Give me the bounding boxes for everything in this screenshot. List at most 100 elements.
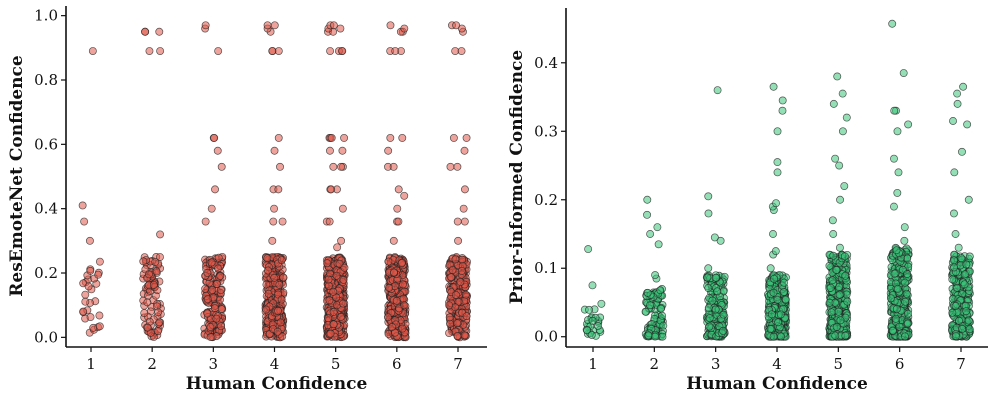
resemotenet-point — [326, 329, 335, 338]
resemotenet-point — [217, 305, 226, 313]
prior-informed-point — [958, 325, 967, 333]
resemotenet-point — [393, 204, 402, 213]
prior-informed-point — [951, 332, 960, 341]
prior-informed-point — [646, 301, 655, 310]
resemotenet-point — [452, 291, 460, 299]
resemotenet-point — [445, 301, 454, 310]
prior-informed-point — [904, 120, 913, 129]
prior-informed-point — [826, 283, 835, 292]
resemotenet-point — [86, 266, 95, 275]
resemotenet-point — [338, 146, 347, 155]
prior-informed-point — [776, 310, 785, 319]
prior-informed-y-tick-label: 0.1 — [534, 259, 558, 277]
prior-informed-point — [833, 72, 842, 81]
prior-informed-x-tick-label: 1 — [588, 355, 598, 373]
prior-informed-point — [888, 19, 897, 28]
resemotenet-point — [394, 185, 403, 194]
resemotenet-point — [154, 327, 163, 336]
resemotenet-point — [386, 21, 395, 30]
prior-informed-point — [843, 297, 852, 306]
resemotenet-point — [268, 236, 277, 245]
prior-informed-points — [580, 19, 974, 341]
resemotenet-point — [456, 278, 465, 286]
resemotenet-point — [278, 217, 287, 226]
prior-informed-point — [704, 192, 713, 201]
prior-informed-point — [646, 230, 655, 238]
resemotenet-point — [78, 201, 87, 210]
prior-informed-point — [827, 308, 836, 317]
resemotenet-point — [384, 257, 393, 266]
resemotenet-point — [95, 311, 104, 320]
prior-informed-point — [828, 216, 837, 225]
resemotenet-point — [338, 204, 347, 213]
resemotenet-point — [88, 47, 97, 55]
prior-informed-point — [889, 202, 898, 211]
resemotenet-x-tick-label: 3 — [209, 355, 219, 373]
prior-informed-point — [644, 331, 653, 340]
resemotenet-point — [460, 146, 469, 155]
resemotenet-point — [389, 268, 398, 277]
prior-informed-point — [949, 117, 957, 125]
prior-informed-point — [769, 230, 777, 238]
resemotenet-point — [397, 259, 406, 268]
prior-informed-point — [901, 332, 909, 341]
prior-informed-point — [771, 247, 780, 256]
resemotenet-y-tick-label: 0.4 — [34, 200, 58, 218]
prior-informed-point — [773, 295, 782, 304]
resemotenet-x-tick-label: 7 — [453, 355, 463, 373]
prior-informed-y-tick-label: 0.4 — [534, 54, 558, 72]
resemotenet-point — [398, 133, 407, 142]
prior-informed-point — [704, 284, 713, 292]
resemotenet-y-tick-label: 1.0 — [34, 7, 58, 25]
prior-informed-point — [903, 319, 912, 328]
resemotenet-point — [339, 299, 348, 308]
resemotenet-point — [211, 185, 219, 194]
resemotenet-point — [453, 331, 462, 340]
resemotenet-point — [89, 323, 98, 332]
resemotenet-point — [273, 327, 282, 336]
resemotenet-point — [144, 270, 153, 279]
prior-informed-point — [705, 314, 714, 323]
resemotenet-point — [274, 133, 283, 142]
prior-informed-point — [900, 236, 909, 245]
resemotenet-point — [323, 259, 332, 268]
prior-informed-point — [835, 243, 844, 252]
resemotenet-point — [329, 287, 338, 296]
resemotenet-point — [274, 47, 283, 55]
prior-informed-point — [899, 69, 908, 78]
resemotenet-point — [384, 146, 393, 155]
resemotenet-point — [337, 162, 346, 171]
prior-informed-point — [585, 305, 594, 314]
prior-informed-point — [781, 295, 790, 304]
prior-informed-point — [893, 188, 902, 197]
prior-informed-point — [587, 331, 596, 339]
resemotenet-point — [270, 204, 279, 213]
prior-informed-point — [836, 316, 845, 325]
resemotenet-point — [340, 133, 349, 142]
resemotenet-point — [84, 282, 93, 291]
resemotenet-point — [156, 230, 165, 239]
resemotenet-point — [203, 295, 212, 304]
resemotenet-point — [278, 332, 287, 341]
resemotenet-point — [384, 330, 393, 338]
prior-informed-point — [834, 307, 843, 316]
resemotenet-point — [155, 318, 164, 327]
prior-informed-point — [951, 302, 960, 310]
resemotenet-point — [276, 162, 284, 171]
prior-informed-point — [719, 310, 728, 319]
prior-informed-x-tick-label: 5 — [834, 355, 844, 373]
prior-informed-point — [769, 332, 778, 341]
resemotenet-point — [389, 236, 398, 245]
prior-informed-point — [711, 273, 720, 282]
prior-informed-point — [954, 243, 963, 252]
resemotenet-point — [274, 185, 283, 194]
resemotenet-point — [329, 320, 338, 329]
resemotenet-point — [279, 273, 288, 282]
resemotenet-point — [452, 21, 461, 30]
resemotenet-point — [388, 323, 397, 332]
prior-informed-point — [593, 322, 602, 330]
resemotenet-point — [400, 24, 409, 33]
prior-informed-point — [825, 298, 834, 307]
resemotenet-point — [217, 286, 225, 294]
